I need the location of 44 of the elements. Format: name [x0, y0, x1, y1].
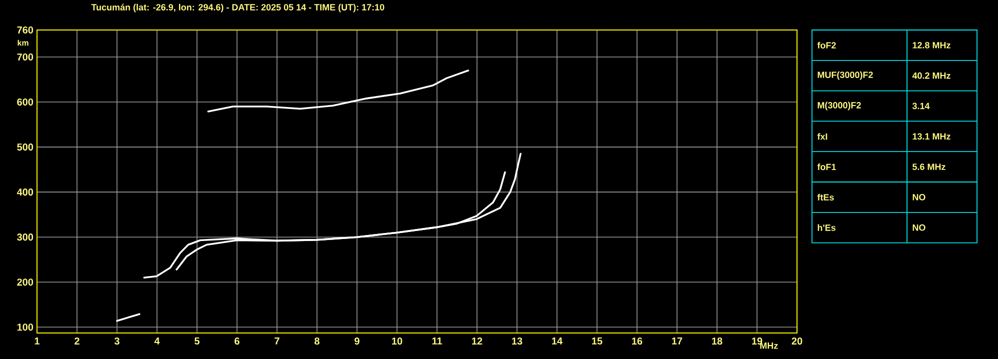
x-tick-label: 11: [432, 338, 442, 344]
x-tick-label: 16: [632, 338, 642, 345]
category-label: foF2: [817, 42, 836, 49]
x-tick-label: 15: [592, 338, 602, 345]
chart-title: Tucumán (lat: -26.9, lon: 294.6) - DATE: 2025 05 14 - TIME (UT): 17:10: [91, 4, 384, 12]
x-tick-label: 8: [314, 338, 320, 345]
x-tick-label: 9: [354, 338, 360, 345]
y-tick-label: 760: [17, 26, 34, 34]
x-tick-label: 12: [472, 338, 482, 345]
category-label: h'Es: [818, 224, 836, 231]
text: 13.1 MHz: [912, 133, 950, 140]
y-tick-label: 400: [16, 188, 34, 196]
category-label: fxI: [817, 133, 828, 140]
x-tick-label: 20: [792, 338, 802, 345]
x-tick-label: 2: [74, 338, 80, 345]
x-tick-label: 6: [234, 338, 240, 345]
x-tick-label: 18: [712, 338, 722, 345]
y-axis-title: km: [18, 40, 28, 46]
category-label: foF1: [817, 163, 836, 170]
y-tick-label: 300: [17, 234, 34, 241]
x-tick-label: 10: [392, 338, 402, 345]
y-tick-label: 200: [17, 278, 34, 286]
text: NO: [912, 224, 926, 231]
text: 3.14: [912, 102, 930, 110]
text: NO: [912, 194, 926, 200]
text: 40.2 MHz: [912, 72, 950, 79]
x-tick-label: 4: [154, 338, 160, 344]
category-label: M(3000)F2: [818, 102, 861, 110]
x-tick-label: 7: [274, 338, 280, 344]
x-tick-label: 17: [672, 338, 682, 344]
x-tick-label: 1: [34, 338, 40, 344]
y-tick-label: 500: [17, 144, 34, 151]
y-tick-label: 100: [17, 324, 34, 331]
y-tick-label: 600: [17, 98, 34, 106]
x-tick-label: 14: [552, 338, 563, 344]
x-tick-label: 3: [114, 338, 120, 345]
y-tick-label: 700: [17, 53, 34, 61]
x-axis-title: MHz: [760, 342, 778, 349]
text: 12.8 MHz: [912, 42, 950, 48]
category-label: MUF(3000)F2: [818, 71, 873, 80]
text: 5.6 MHz: [912, 164, 946, 170]
category-label: ftEs: [817, 194, 834, 201]
x-tick-label: 5: [194, 338, 200, 345]
x-tick-label: 13: [512, 338, 522, 345]
